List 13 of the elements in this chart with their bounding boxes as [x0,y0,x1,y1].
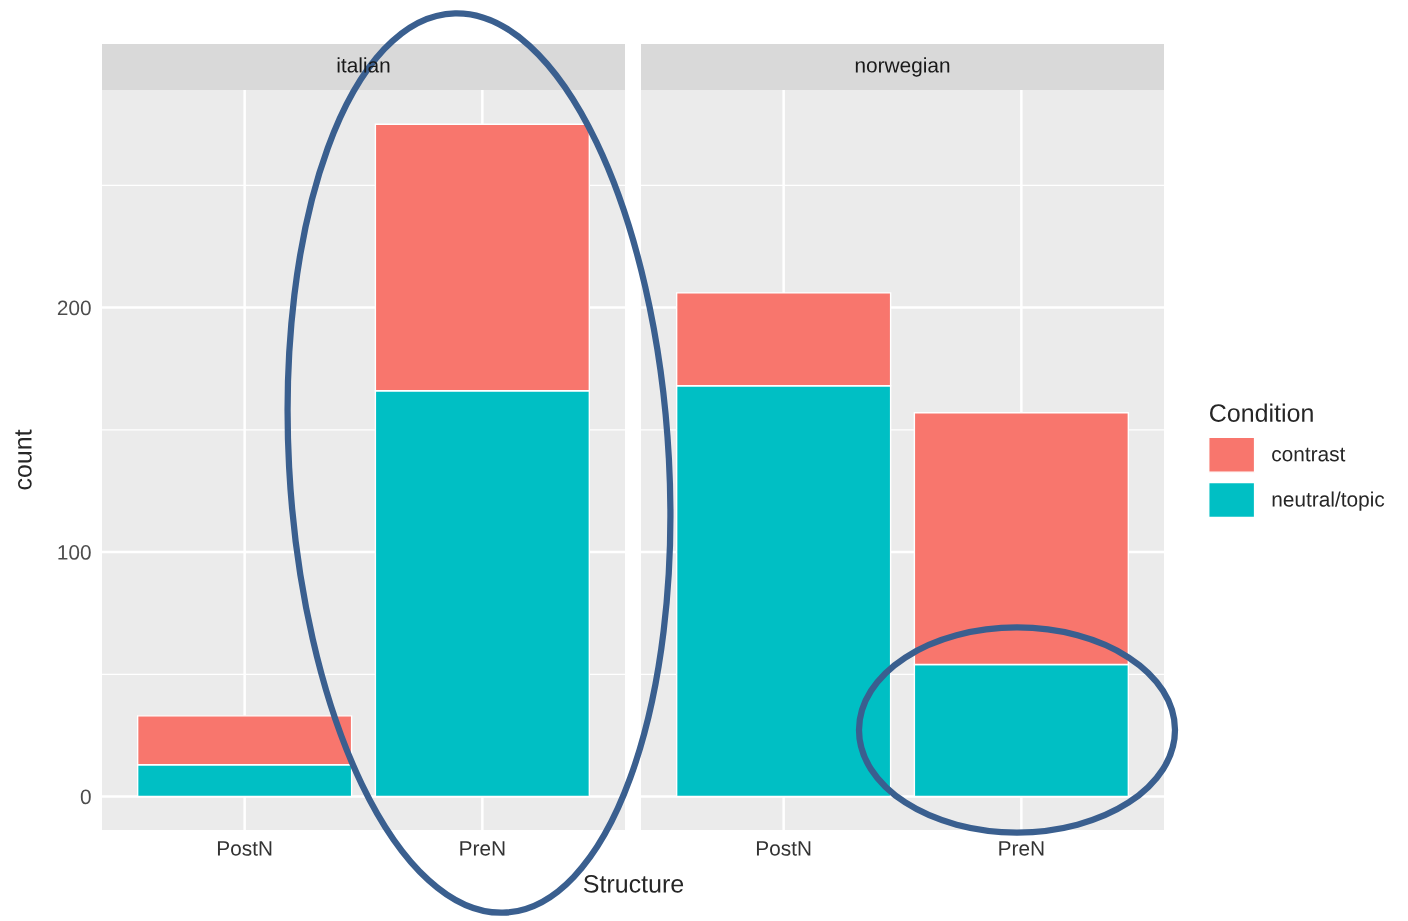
y-tick-label: 0 [80,789,91,805]
legend-label: neutral/topic [1272,491,1385,511]
legend-label: contrast [1272,447,1346,462]
x-tick-label: PostN [756,841,811,856]
y-tick-label: 200 [57,300,91,316]
x-axis-title: Structure [583,875,684,893]
x-tick-label: PostN [217,841,272,856]
x-tick-label: PreN [460,841,505,856]
y-axis-title: count [15,429,32,490]
y-tick-label: 100 [58,545,91,560]
x-tick-label: PreN [999,841,1044,856]
chart-title: norwegian [855,57,950,77]
legend-title: Condition [1210,403,1313,422]
